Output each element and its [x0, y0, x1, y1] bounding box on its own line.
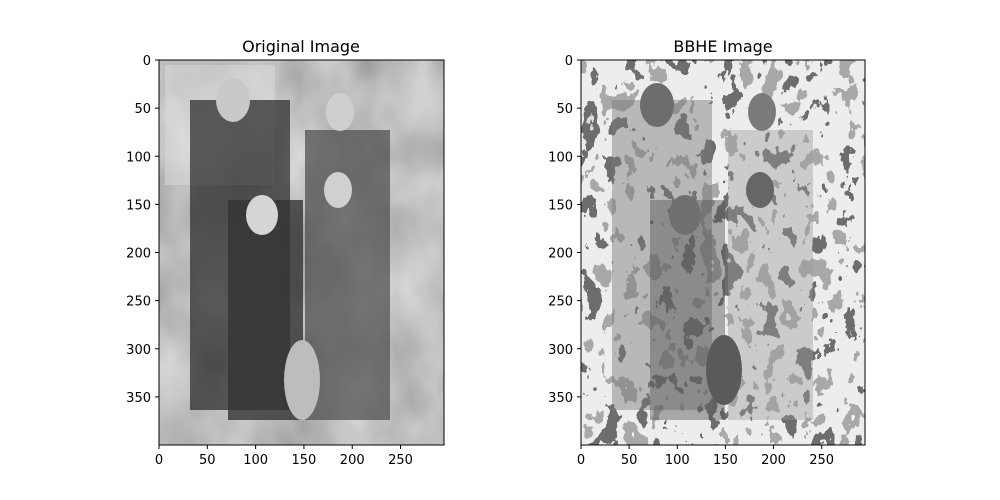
y-tick-label: 100: [548, 150, 573, 165]
x-tick-label: 0: [577, 453, 585, 468]
x-tick-label: 50: [621, 453, 638, 468]
y-tick-label: 50: [556, 102, 573, 117]
y-tick-label: 50: [134, 102, 151, 117]
x-tick-label: 150: [292, 453, 317, 468]
panel-title: BBHE Image: [673, 37, 772, 56]
x-tick-label: 250: [809, 453, 834, 468]
photo: [159, 60, 444, 445]
x-tick-label: 200: [761, 453, 786, 468]
x-tick-label: 100: [243, 453, 268, 468]
y-tick-label: 200: [126, 247, 151, 262]
x-tick-label: 150: [713, 453, 738, 468]
y-tick-label: 300: [126, 343, 151, 358]
panel-bbhe: BBHE Image 0 50 100 150 200 250 0 50 100 150 200 2…: [548, 37, 866, 468]
photo: [581, 60, 865, 445]
y-tick-label: 0: [565, 54, 573, 69]
y-tick-label: 250: [548, 295, 573, 310]
y-tick-label: 0: [143, 54, 151, 69]
y-tick-label: 150: [548, 198, 573, 213]
y-axis: 0 50 100 150 200 250 300 350: [126, 54, 159, 406]
y-tick-label: 250: [126, 295, 151, 310]
y-tick-label: 100: [126, 150, 151, 165]
x-axis: 0 50 100 150 200 250: [155, 445, 413, 468]
y-tick-label: 150: [126, 198, 151, 213]
y-tick-label: 200: [548, 247, 573, 262]
y-tick-label: 350: [126, 391, 151, 406]
y-tick-label: 350: [548, 391, 573, 406]
x-tick-label: 200: [340, 453, 365, 468]
panel-title: Original Image: [242, 37, 360, 56]
panel-original: Original Image 0 50 100 150 200 250 0 50 100 150…: [126, 37, 445, 468]
x-tick-label: 100: [665, 453, 690, 468]
x-tick-label: 50: [199, 453, 216, 468]
y-axis: 0 50 100 150 200 250 300 350: [548, 54, 581, 406]
x-axis: 0 50 100 150 200 250: [577, 445, 834, 468]
x-tick-label: 0: [155, 453, 163, 468]
y-tick-label: 300: [548, 343, 573, 358]
x-tick-label: 250: [388, 453, 413, 468]
